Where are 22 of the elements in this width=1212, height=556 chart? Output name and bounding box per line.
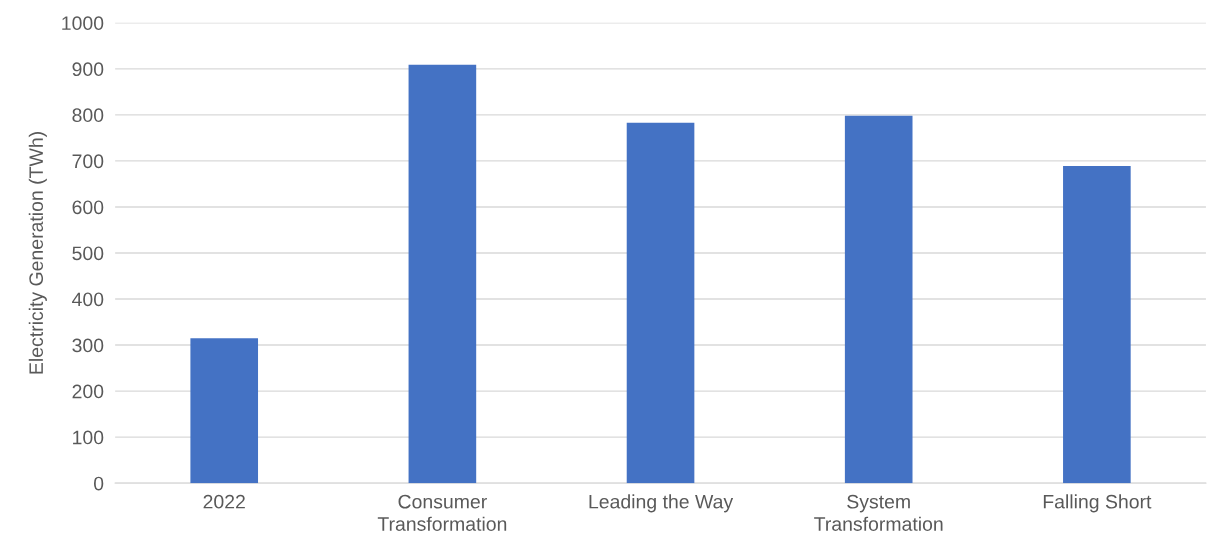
- y-tick-label: 1000: [62, 16, 104, 31]
- x-tick-label: Consumer Transformation: [377, 494, 507, 531]
- y-tick-label: 700: [72, 154, 104, 169]
- x-tick-label: Falling Short: [1043, 494, 1152, 513]
- y-tick-label: 300: [72, 338, 104, 353]
- x-tick-label: 2022: [203, 494, 245, 509]
- y-tick-label: 600: [72, 200, 104, 215]
- y-tick-label: 900: [72, 62, 104, 77]
- y-tick-label: 0: [93, 476, 104, 491]
- y-tick-label: 200: [72, 384, 104, 399]
- bar: [408, 64, 477, 484]
- y-tick-label: 500: [72, 246, 104, 261]
- bar: [844, 115, 913, 484]
- x-tick-label: Leading the Way: [589, 494, 734, 513]
- y-axis-title: Electricity Generation (TWh): [28, 132, 47, 374]
- y-tick-label: 100: [73, 430, 104, 445]
- bar: [190, 338, 259, 484]
- y-tick-label: 400: [72, 292, 104, 307]
- y-tick-label: 800: [72, 108, 104, 123]
- bar: [626, 122, 695, 484]
- x-tick-label: System Transformation: [814, 494, 943, 531]
- bar: [1063, 165, 1131, 484]
